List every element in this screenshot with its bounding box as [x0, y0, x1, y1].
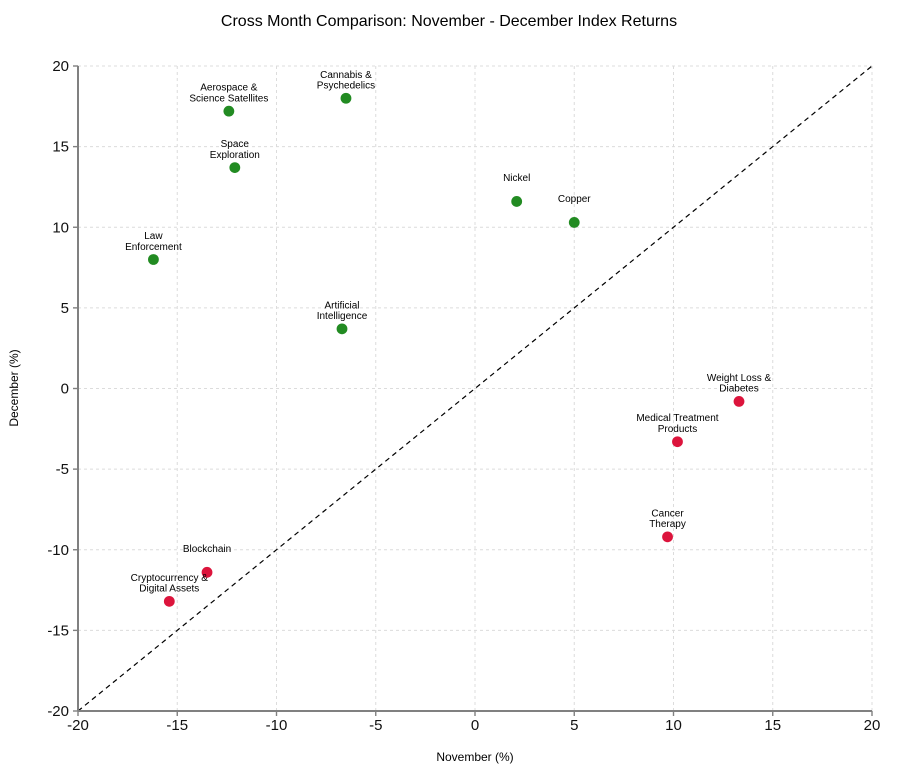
point-label-space-exploration: Space Exploration [210, 139, 260, 161]
y-tick-label: -10 [47, 542, 69, 559]
data-point-nickel [511, 196, 523, 207]
point-label-nickel: Nickel [503, 173, 530, 184]
data-point-artificial-intelligence [336, 323, 348, 335]
point-label-weight-loss-diabetes: Weight Loss & Diabetes [707, 373, 772, 395]
data-point-aerospace-science-satellites [223, 105, 235, 117]
x-tick-label: 0 [471, 717, 479, 734]
data-point-weight-loss-diabetes [733, 396, 745, 407]
x-tick-label: 10 [665, 717, 682, 734]
data-point-cannabis-psychedelics [340, 92, 352, 104]
point-label-law-enforcement: Law Enforcement [125, 231, 182, 253]
y-tick-label: -15 [47, 622, 69, 639]
point-label-aerospace-science-satellites: Aerospace & Science Satellites [189, 83, 268, 105]
point-label-artificial-intelligence: Artificial Intelligence [317, 300, 368, 322]
data-point-cancer-therapy [662, 531, 673, 543]
x-tick-label: 15 [764, 717, 781, 734]
y-tick-label: 5 [61, 300, 69, 317]
point-label-copper: Copper [558, 194, 591, 205]
point-label-cannabis-psychedelics: Cannabis & Psychedelics [317, 70, 375, 92]
y-tick-label: 15 [52, 139, 69, 156]
x-tick-label: -15 [166, 717, 188, 734]
point-label-medical-treatment-products: Medical Treatment Products [636, 413, 718, 435]
data-point-space-exploration [229, 162, 241, 173]
data-point-copper [568, 217, 580, 228]
y-tick-label: 20 [52, 58, 69, 75]
x-tick-label: -10 [266, 717, 288, 734]
data-point-medical-treatment-products [672, 436, 683, 448]
x-tick-label: -20 [67, 717, 89, 734]
y-tick-label: -5 [56, 461, 69, 478]
x-axis-label: November (%) [436, 750, 514, 764]
y-tick-label: 10 [52, 219, 69, 236]
data-point-cryptocurrency-digital-assets [163, 595, 175, 607]
point-label-cryptocurrency-digital-assets: Cryptocurrency & Digital Assets [131, 573, 209, 595]
x-tick-label: 5 [570, 717, 578, 734]
point-label-cancer-therapy: Cancer Therapy [649, 508, 686, 530]
data-point-law-enforcement [148, 254, 159, 265]
x-tick-label: -5 [369, 717, 382, 734]
point-label-blockchain: Blockchain [183, 544, 231, 555]
y-tick-label: -20 [47, 703, 69, 720]
y-tick-label: 0 [61, 381, 69, 398]
chart-title: Cross Month Comparison: November - Decem… [220, 13, 678, 30]
data-point-blockchain [201, 566, 213, 578]
x-tick-label: 20 [864, 717, 881, 734]
